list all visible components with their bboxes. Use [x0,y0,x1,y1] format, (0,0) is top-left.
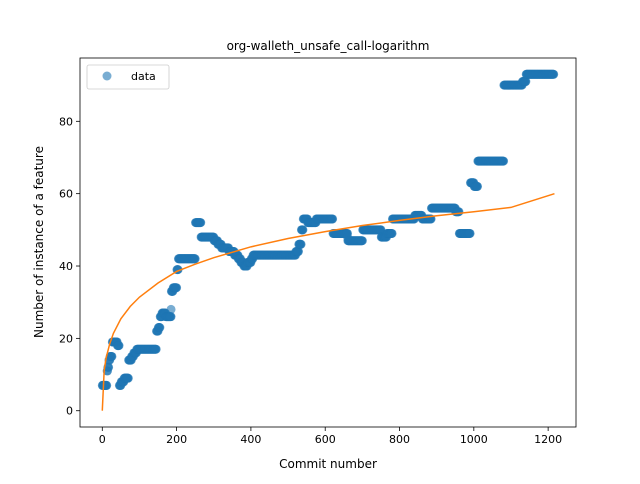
data-point [549,69,559,79]
plot-marks [97,69,559,390]
legend-marker-data [102,71,112,81]
data-point [293,247,303,257]
fit-line [101,192,555,411]
data-point [123,373,133,383]
y-tick-label: 0 [66,405,73,418]
data-point [151,344,161,354]
x-tick-label: 1200 [534,433,562,446]
data-point [521,77,531,87]
x-tick-label: 0 [99,433,106,446]
data-point [296,239,306,249]
data-point [298,225,308,235]
data-point [343,232,353,242]
data-point [454,207,464,217]
plot-frame [79,57,577,428]
y-tick-label: 20 [59,332,73,345]
data-point [172,283,182,293]
y-tick-label: 40 [59,260,73,273]
data-point [357,236,367,246]
legend: data [86,64,170,90]
x-axis-label: Commit number [279,457,377,471]
data-point [114,341,124,351]
data-point [166,304,176,314]
y-axis-ticks: 0 20 40 60 80 [59,115,80,418]
y-axis-label: Number of instance of a feature [32,146,46,338]
x-tick-label: 1000 [460,433,488,446]
x-tick-label: 800 [389,433,410,446]
x-tick-label: 600 [315,433,336,446]
x-axis-ticks: 0 200 400 600 800 1000 1200 [99,427,562,446]
data-point [387,228,397,238]
fit-line-layer [101,192,555,411]
data-point [155,323,165,333]
data-point [473,181,483,191]
data-point [190,254,200,264]
data-point [102,380,112,390]
legend-label-data: data [131,70,156,83]
chart-title: org-walleth_unsafe_call-logarithm [227,39,430,53]
legend-box [86,64,170,90]
y-tick-label: 60 [59,188,73,201]
x-tick-label: 400 [240,433,261,446]
data-point [465,228,475,238]
data-point [107,351,117,361]
x-tick-label: 200 [166,433,187,446]
data-point [328,214,338,224]
data-point [166,312,176,322]
y-tick-label: 80 [59,115,73,128]
data-point [196,218,206,228]
data-point [499,156,509,166]
data-point [104,362,114,372]
